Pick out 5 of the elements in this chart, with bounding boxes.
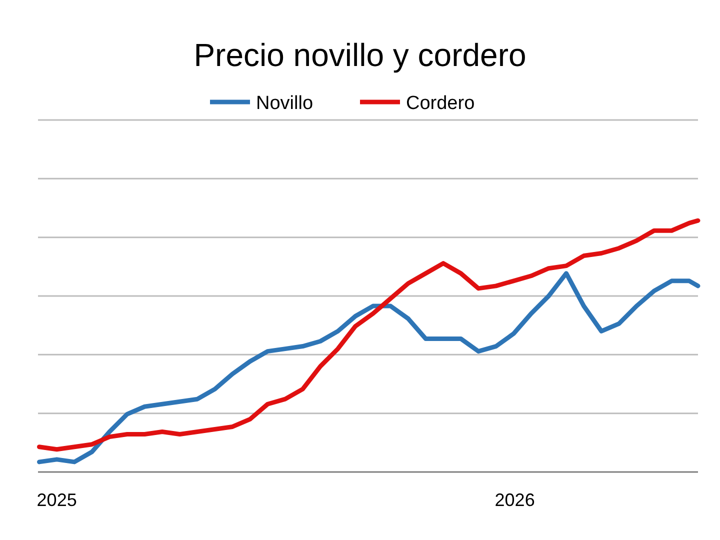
x-tick-label: 2025 — [36, 490, 77, 510]
legend-label: Novillo — [256, 93, 314, 114]
legend-label: Cordero — [406, 93, 475, 114]
x-tick-label: 2026 — [494, 490, 535, 510]
chart-title: Precio novillo y cordero — [194, 37, 526, 73]
